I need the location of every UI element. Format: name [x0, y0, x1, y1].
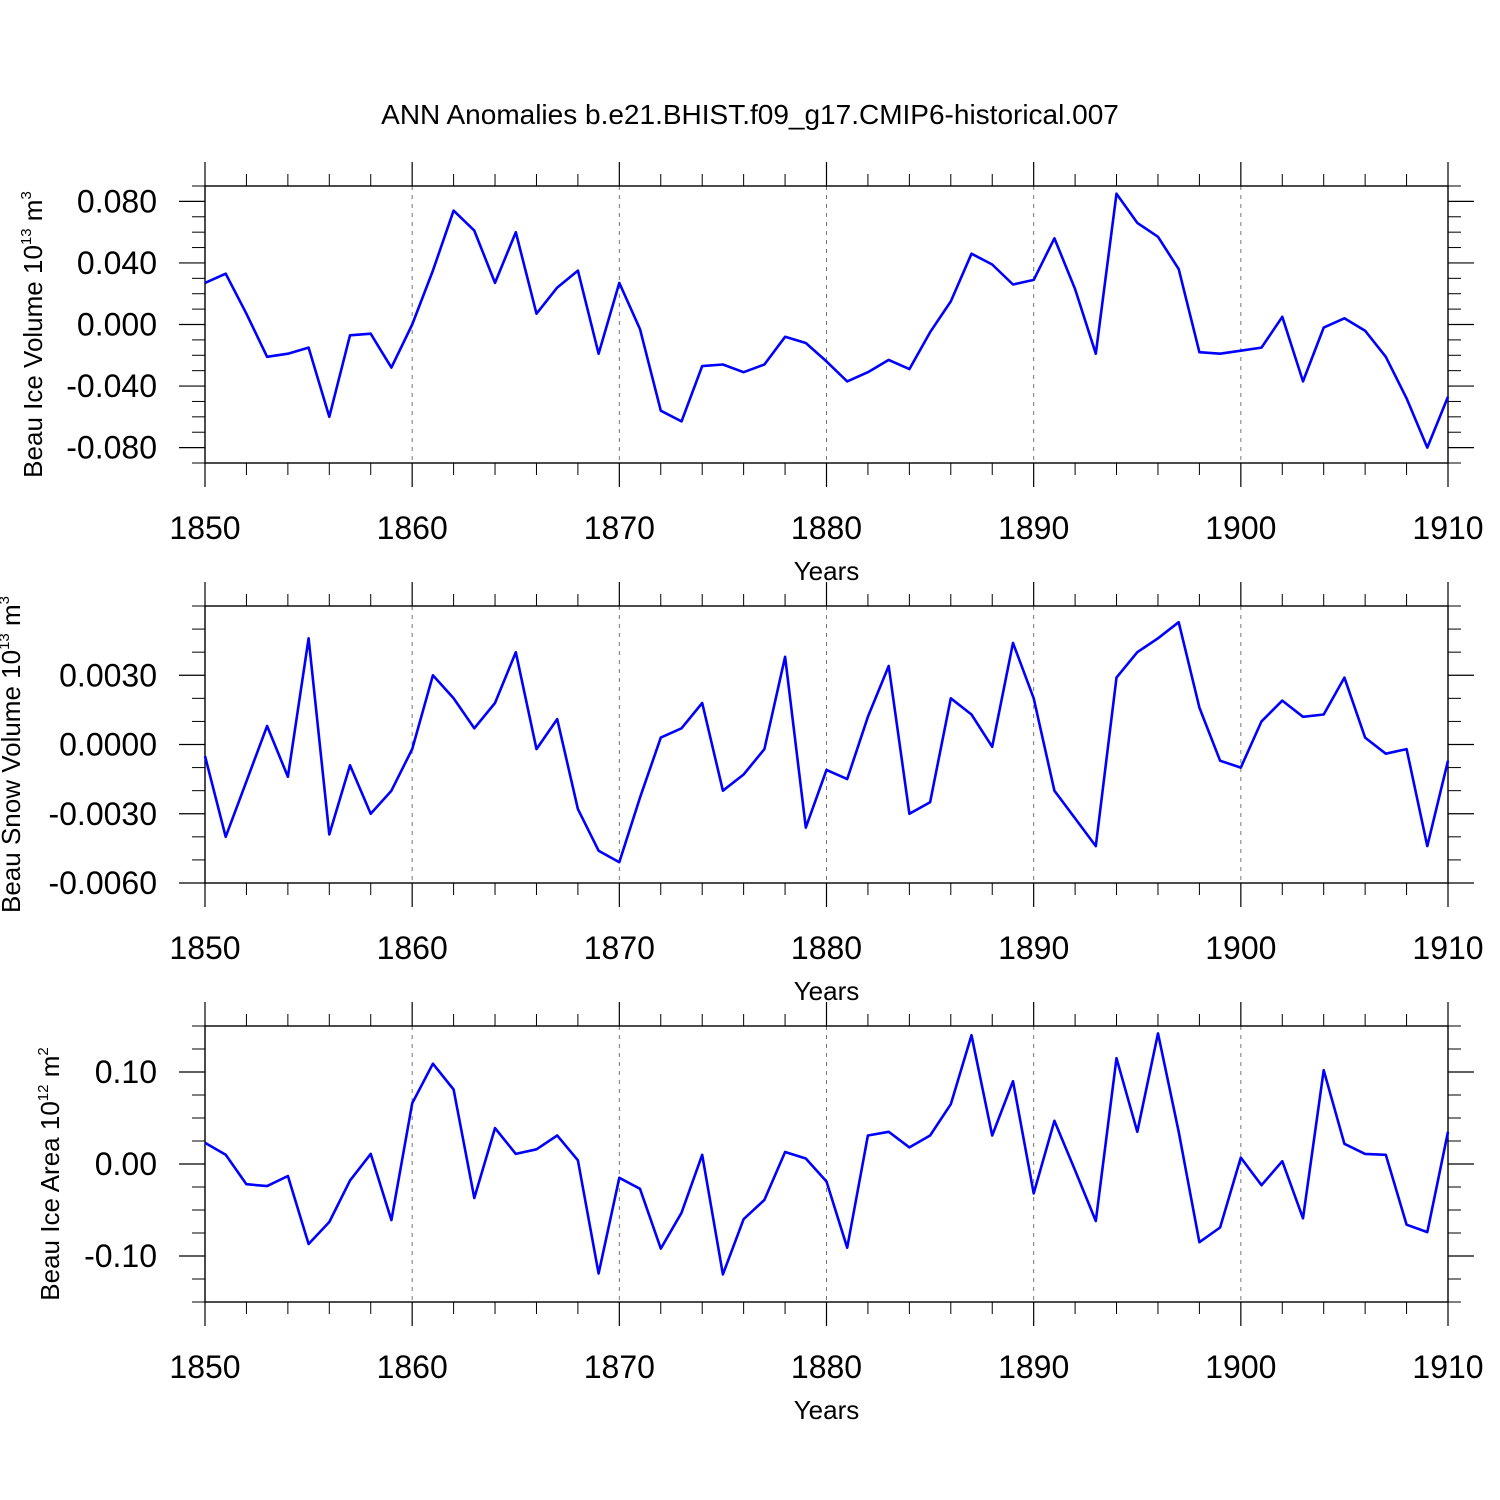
y-tick-label: 0.0000 — [59, 727, 157, 763]
x-axis-label: Years — [794, 1395, 860, 1425]
y-axis-label: Beau Snow Volume 1013 m3 — [0, 596, 26, 913]
x-tick-label: 1860 — [377, 510, 448, 546]
y-tick-label: -0.10 — [84, 1238, 157, 1274]
y-tick-label: -0.0060 — [48, 865, 157, 901]
x-tick-label: 1880 — [791, 1349, 862, 1385]
y-tick-label: -0.040 — [66, 368, 157, 404]
x-tick-label: 1860 — [377, 930, 448, 966]
x-tick-label: 1910 — [1412, 930, 1483, 966]
y-tick-label: 0.040 — [77, 245, 157, 281]
plot-frame — [204, 185, 1449, 464]
x-tick-label: 1900 — [1205, 1349, 1276, 1385]
y-tick-label: 0.10 — [95, 1054, 157, 1090]
x-tick-label: 1890 — [998, 1349, 1069, 1385]
y-tick-label: 0.0030 — [59, 657, 157, 693]
x-tick-label: 1850 — [169, 1349, 240, 1385]
x-tick-label: 1890 — [998, 510, 1069, 546]
y-tick-label: 0.080 — [77, 183, 157, 219]
x-tick-label: 1900 — [1205, 930, 1276, 966]
series-line — [204, 192, 1450, 449]
y-axis-label: Beau Ice Volume 1013 m3 — [18, 191, 48, 478]
y-axis-label: Beau Ice Area 1012 m2 — [35, 1047, 65, 1300]
x-tick-label: 1910 — [1412, 510, 1483, 546]
x-tick-label: 1850 — [169, 510, 240, 546]
x-tick-label: 1850 — [169, 930, 240, 966]
x-tick-label: 1860 — [377, 1349, 448, 1385]
x-axis-label: Years — [794, 976, 860, 1006]
y-tick-label: 0.000 — [77, 307, 157, 343]
x-tick-label: 1900 — [1205, 510, 1276, 546]
x-tick-label: 1880 — [791, 930, 862, 966]
y-tick-label: -0.080 — [66, 430, 157, 466]
x-tick-label: 1870 — [584, 1349, 655, 1385]
y-tick-label: 0.00 — [95, 1146, 157, 1182]
x-tick-label: 1890 — [998, 930, 1069, 966]
plot-frame — [204, 1025, 1449, 1303]
y-tick-label: -0.0030 — [48, 796, 157, 832]
panel-2: 0.0030 0.0000 -0.0030 -0.0060 1850 1860 1870 18… — [0, 582, 1484, 1006]
x-axis-label: Years — [794, 556, 860, 586]
series-line — [203, 620, 1450, 864]
chart-title: ANN Anomalies b.e21.BHIST.f09_g17.CMIP6-… — [381, 99, 1119, 130]
panel-1: 0.080 0.040 0.000 -0.040 -0.080 1850 1860 1870 1… — [18, 162, 1484, 586]
x-tick-label: 1870 — [584, 510, 655, 546]
x-tick-label: 1880 — [791, 510, 862, 546]
panel-3: 0.10 0.00 -0.10 1850 1860 1870 1880 1890 1900 191… — [35, 1002, 1484, 1425]
x-tick-label: 1910 — [1412, 1349, 1483, 1385]
plot-frame — [204, 605, 1449, 884]
x-tick-label: 1870 — [584, 930, 655, 966]
series-line — [204, 1032, 1450, 1276]
